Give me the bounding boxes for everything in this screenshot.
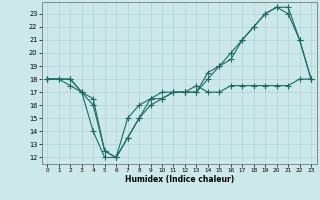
X-axis label: Humidex (Indice chaleur): Humidex (Indice chaleur): [124, 175, 234, 184]
